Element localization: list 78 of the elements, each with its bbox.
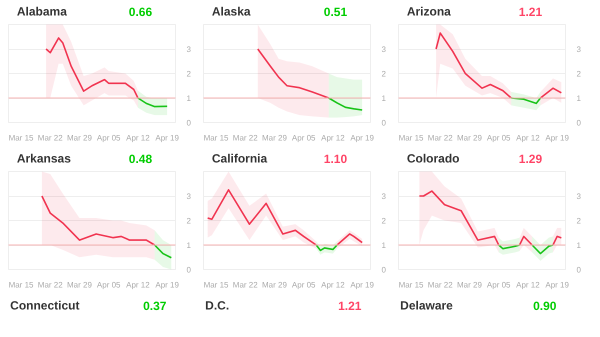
x-tick-label: Apr 19	[155, 280, 180, 290]
x-tick-label: Mar 22	[428, 134, 454, 142]
x-tick-label: Mar 22	[232, 280, 258, 290]
y-tick-label: 1	[382, 241, 386, 250]
y-tick-label: 0	[576, 266, 582, 274]
x-tick-label: Mar 15	[8, 134, 34, 142]
chart-title: Colorado	[406, 152, 460, 166]
chart-subtitle: 1.10	[324, 152, 348, 166]
chart-title: Arkansas	[16, 152, 72, 166]
chart-title: Arizona	[406, 4, 452, 18]
y-tick-label: 2	[576, 70, 582, 78]
y-tick-label: 0	[382, 266, 386, 274]
x-tick-label: Apr 12	[321, 134, 346, 142]
chart-title: Alaska	[212, 4, 251, 18]
x-tick-label: Mar 29	[67, 280, 92, 290]
x-tick-label: Apr 12	[516, 134, 540, 142]
y-tick-label: 1	[576, 94, 582, 103]
x-tick-label: Mar 29	[262, 134, 288, 142]
y-tick-label: 2	[382, 216, 386, 226]
x-tick-label: Apr 05	[292, 134, 316, 142]
y-tick-label: 3	[576, 45, 582, 54]
chart-subtitle: 0.66	[128, 5, 152, 19]
x-tick-label: Apr 05	[292, 280, 316, 290]
x-tick-label: Apr 19	[350, 134, 374, 142]
x-tick-label: Mar 29	[457, 134, 482, 142]
x-tick-label: Apr 05	[96, 134, 122, 142]
y-tick-label: 3	[186, 45, 192, 54]
chart-subtitle: 1.29	[518, 152, 542, 166]
x-tick-label: Apr 05	[486, 134, 512, 142]
x-tick-label: Mar 15	[398, 280, 424, 290]
chart-title: California	[212, 152, 268, 166]
y-tick-label: 0	[186, 266, 192, 274]
y-tick-label: 2	[186, 216, 192, 226]
x-tick-label: Mar 15	[204, 280, 230, 290]
x-tick-label: Apr 19	[350, 280, 374, 290]
x-tick-label: Mar 29	[262, 280, 288, 290]
x-tick-label: Apr 05	[96, 280, 122, 290]
y-tick-label: 2	[382, 70, 386, 78]
y-tick-label: 3	[576, 192, 582, 201]
y-tick-label: 0	[576, 118, 582, 128]
x-tick-label: Mar 15	[398, 134, 424, 142]
text: 1.21	[338, 299, 362, 313]
chart-subtitle: 1.21	[518, 5, 542, 19]
chart-subtitle: 0.51	[324, 5, 348, 19]
x-tick-label: Apr 19	[545, 280, 570, 290]
y-tick-label: 2	[186, 70, 192, 78]
y-tick-label: 0	[382, 118, 386, 128]
chart-subtitle: 0.48	[128, 152, 152, 166]
x-tick-label: Mar 29	[457, 280, 482, 290]
text: D.C.	[205, 298, 230, 312]
y-tick-label: 1	[576, 241, 582, 250]
chart-title: Alabama	[16, 4, 68, 18]
y-tick-label: 1	[186, 94, 192, 103]
y-tick-label: 3	[382, 192, 386, 201]
x-tick-label: Mar 29	[67, 134, 92, 142]
x-tick-label: Mar 15	[8, 280, 34, 290]
y-tick-label: 1	[186, 241, 192, 250]
text: Connecticut	[10, 298, 80, 312]
y-tick-label: 0	[186, 118, 192, 128]
x-tick-label: Apr 12	[321, 280, 346, 290]
y-tick-label: 3	[382, 45, 386, 54]
x-tick-label: Mar 22	[428, 280, 454, 290]
x-tick-label: Apr 19	[155, 134, 180, 142]
x-tick-label: Mar 22	[232, 134, 258, 142]
y-tick-label: 1	[382, 94, 386, 103]
y-tick-label: 3	[186, 192, 192, 201]
x-tick-label: Apr 05	[486, 280, 512, 290]
text: 0.90	[533, 299, 557, 313]
x-tick-label: Mar 15	[204, 134, 230, 142]
y-tick-label: 2	[576, 216, 582, 226]
text: Delaware	[400, 298, 454, 312]
x-tick-label: Apr 19	[545, 134, 570, 142]
x-tick-label: Mar 22	[38, 134, 64, 142]
x-tick-label: Mar 22	[38, 280, 64, 290]
text: 0.37	[143, 299, 167, 313]
x-tick-label: Apr 12	[126, 280, 150, 290]
x-tick-label: Apr 12	[126, 134, 150, 142]
x-tick-label: Apr 12	[516, 280, 540, 290]
